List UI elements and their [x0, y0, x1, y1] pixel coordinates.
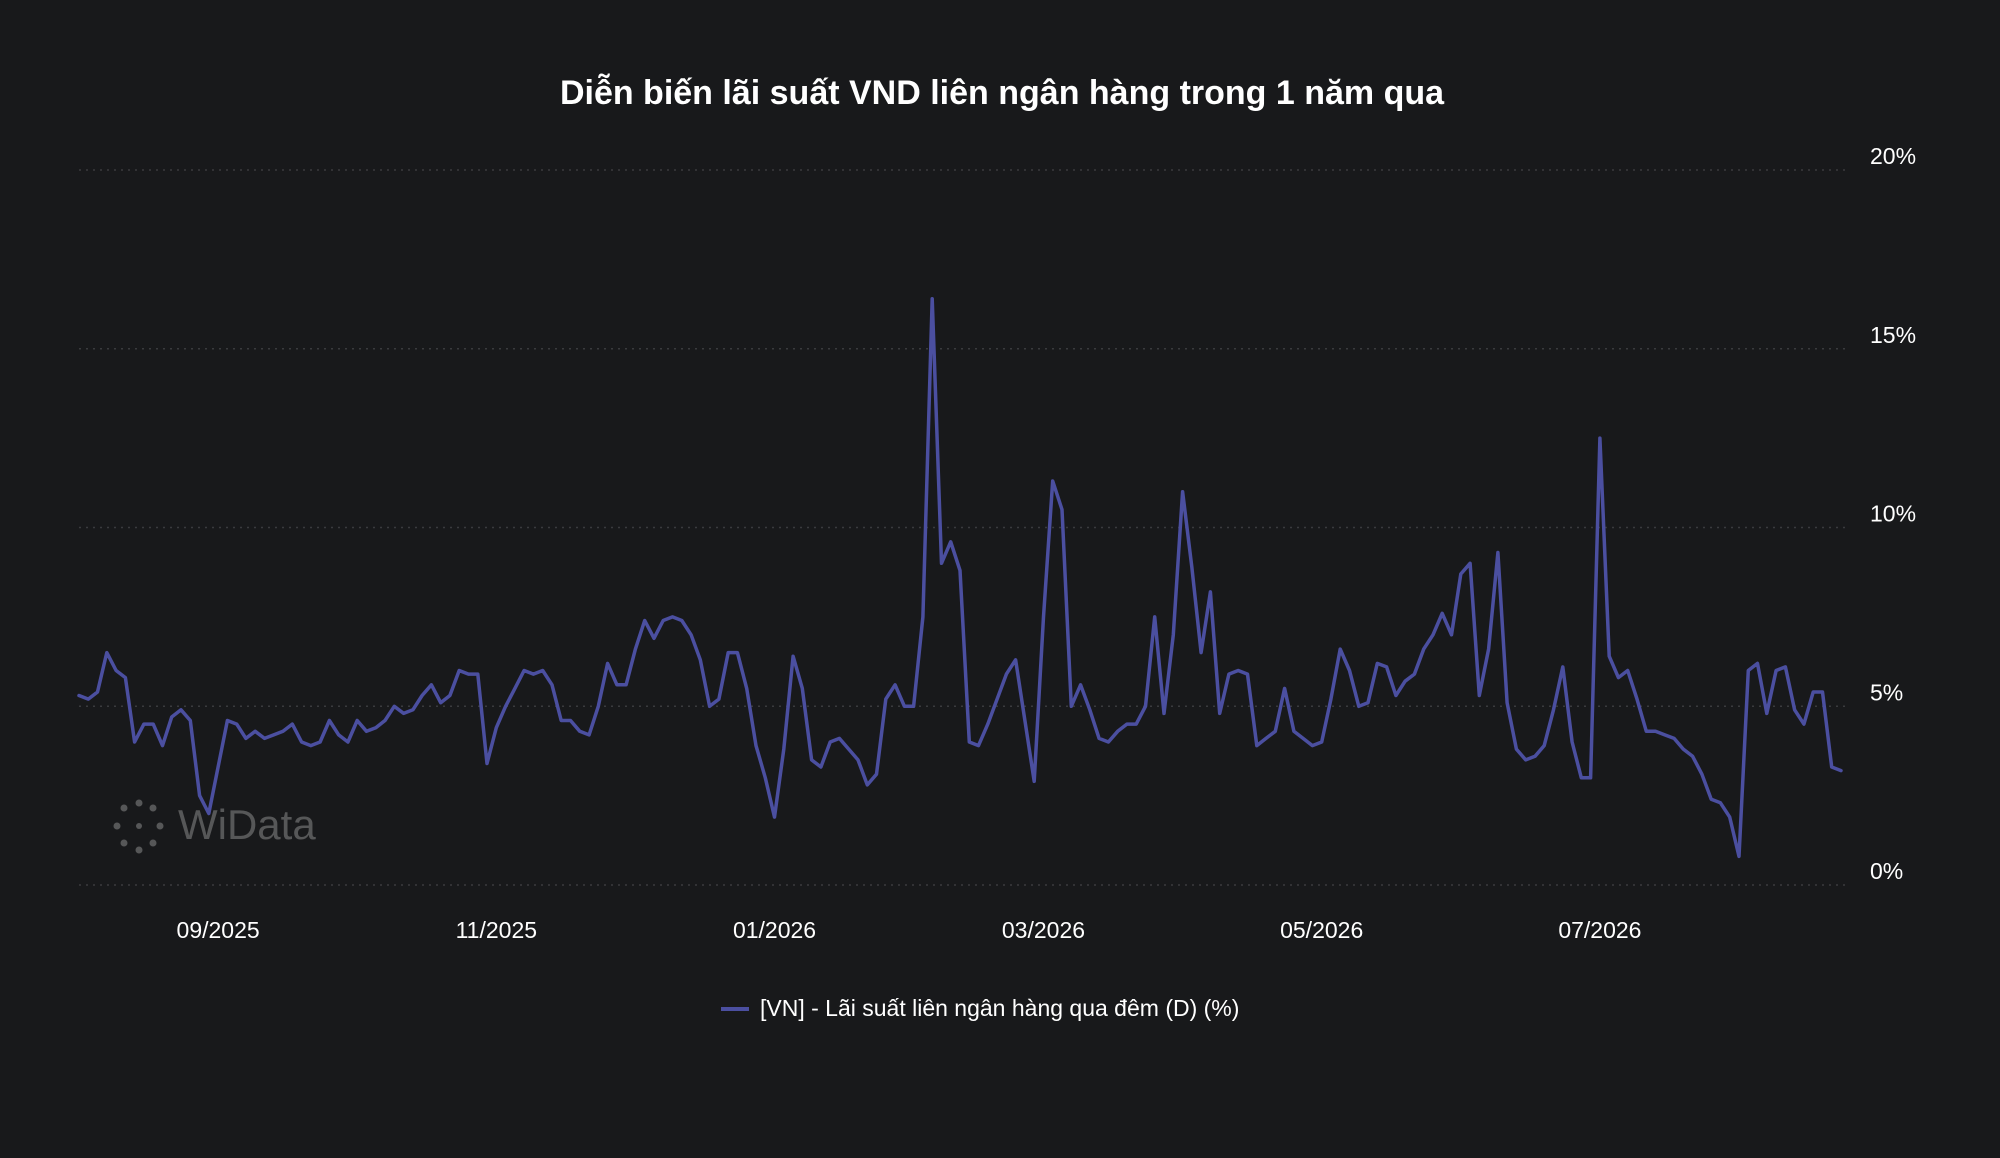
x-tick-label: 11/2025	[456, 917, 537, 943]
y-tick-label: 0%	[1870, 858, 1903, 884]
line-series	[77, 296, 1843, 859]
y-tick-label: 15%	[1870, 322, 1916, 348]
x-tick-label: 05/2026	[1280, 917, 1363, 943]
y-tick-label: 5%	[1870, 679, 1903, 705]
x-tick-label: 07/2026	[1558, 917, 1641, 943]
watermark-icon	[113, 799, 164, 854]
x-tick-label: 03/2026	[1002, 917, 1085, 943]
x-tick-label: 01/2026	[733, 917, 816, 943]
x-tick-label: 09/2025	[177, 917, 260, 943]
y-tick-label: 10%	[1870, 501, 1916, 527]
y-tick-label: 20%	[1870, 143, 1916, 169]
watermark: WiData	[113, 799, 316, 854]
chart-title: Diễn biến lãi suất VND liên ngân hàng tr…	[560, 74, 1445, 112]
watermark-text: WiData	[178, 801, 316, 848]
legend-label[interactable]: [VN] - Lãi suất liên ngân hàng qua đêm (…	[760, 995, 1239, 1021]
